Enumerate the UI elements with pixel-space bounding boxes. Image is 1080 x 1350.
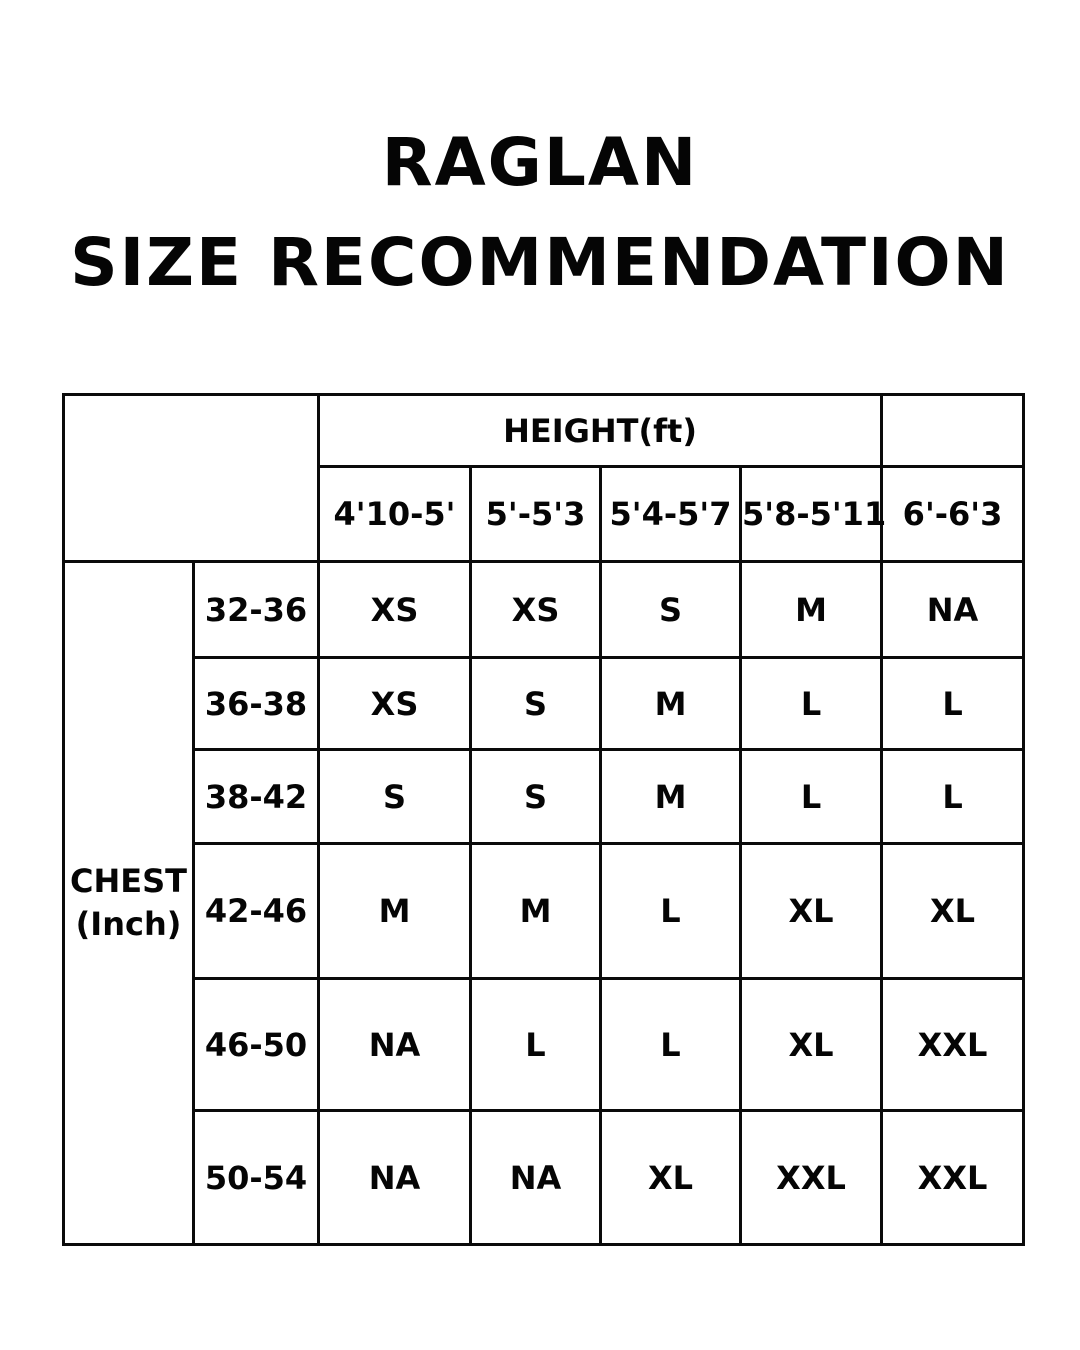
height-col-header-0: 4'10-5'	[317, 465, 472, 563]
size-cell: XL	[738, 842, 884, 980]
size-cell: XXL	[880, 977, 1026, 1112]
height-col-header-3: 5'8-5'11	[738, 465, 886, 563]
size-cell: S	[469, 656, 602, 751]
size-cell: NA	[317, 1109, 472, 1246]
chest-range: 42-46	[192, 842, 320, 980]
height-ranges-row: 4'10-5' 5'-5'3 5'4-5'7 5'8-5'11 6'-6'3	[64, 465, 1026, 563]
size-cell: L	[738, 656, 884, 751]
size-cell: XL	[880, 842, 1026, 980]
height-group-header: HEIGHT(ft)	[316, 393, 884, 468]
height-col-header-1: 5'-5'3	[469, 465, 602, 563]
title-line-2: SIZE RECOMMENDATION	[70, 224, 1010, 301]
chest-range: 32-36	[192, 560, 320, 659]
height-col-header-4: 6'-6'3	[880, 465, 1026, 563]
size-cell: S	[599, 560, 742, 659]
table-row-36-38: 36-38 XS S M L L	[64, 656, 1026, 751]
chest-group-header-line1: CHEST	[70, 861, 187, 900]
size-cell: XXL	[738, 1109, 884, 1246]
corner-empty-cell	[62, 393, 320, 563]
size-cell: XS	[317, 656, 472, 751]
size-cell: XS	[317, 560, 472, 659]
chest-range: 36-38	[192, 656, 320, 751]
size-cell: M	[317, 842, 472, 980]
size-cell: L	[599, 842, 742, 980]
size-recommendation-table: HEIGHT(ft) 4'10-5' 5'-5'3 5'4-5'7 5'8-5'…	[62, 393, 1026, 1246]
chest-group-header-line2: (Inch)	[75, 905, 182, 943]
height-col-header-2: 5'4-5'7	[599, 465, 742, 563]
size-cell: S	[317, 748, 472, 845]
size-cell: XL	[738, 977, 884, 1112]
size-cell: NA	[469, 1109, 602, 1246]
size-cell: M	[469, 842, 602, 980]
size-cell: M	[738, 560, 884, 659]
size-cell: XL	[599, 1109, 742, 1246]
table-row-38-42: 38-42 S S M L L	[64, 748, 1026, 845]
chest-range: 46-50	[192, 977, 320, 1112]
size-cell: S	[469, 748, 602, 845]
chest-group-header: CHEST (Inch)	[62, 560, 195, 1246]
table-row-50-54: 50-54 NA NA XL XXL XXL	[64, 1109, 1026, 1246]
size-cell: M	[599, 656, 742, 751]
size-cell: NA	[880, 560, 1026, 659]
table-row-42-46: 42-46 M M L XL XL	[64, 842, 1026, 980]
size-cell: L	[738, 748, 884, 845]
title-line-1: RAGLAN	[381, 124, 699, 201]
size-cell: XXL	[880, 1109, 1026, 1246]
size-cell: L	[880, 656, 1026, 751]
header-row-group: HEIGHT(ft)	[62, 393, 1026, 563]
size-cell: XS	[469, 560, 602, 659]
corner-empty-cell-right	[880, 393, 1026, 468]
chest-range: 50-54	[192, 1109, 320, 1246]
size-cell: L	[469, 977, 602, 1112]
chest-range: 38-42	[192, 748, 320, 845]
size-cell: NA	[317, 977, 472, 1112]
size-cell: L	[599, 977, 742, 1112]
size-cell: L	[880, 748, 1026, 845]
size-cell: M	[599, 748, 742, 845]
table-row-46-50: 46-50 NA L L XL XXL	[64, 977, 1026, 1112]
table-row-32-36: CHEST (Inch) 32-36 XS XS S M NA	[62, 560, 1026, 1246]
